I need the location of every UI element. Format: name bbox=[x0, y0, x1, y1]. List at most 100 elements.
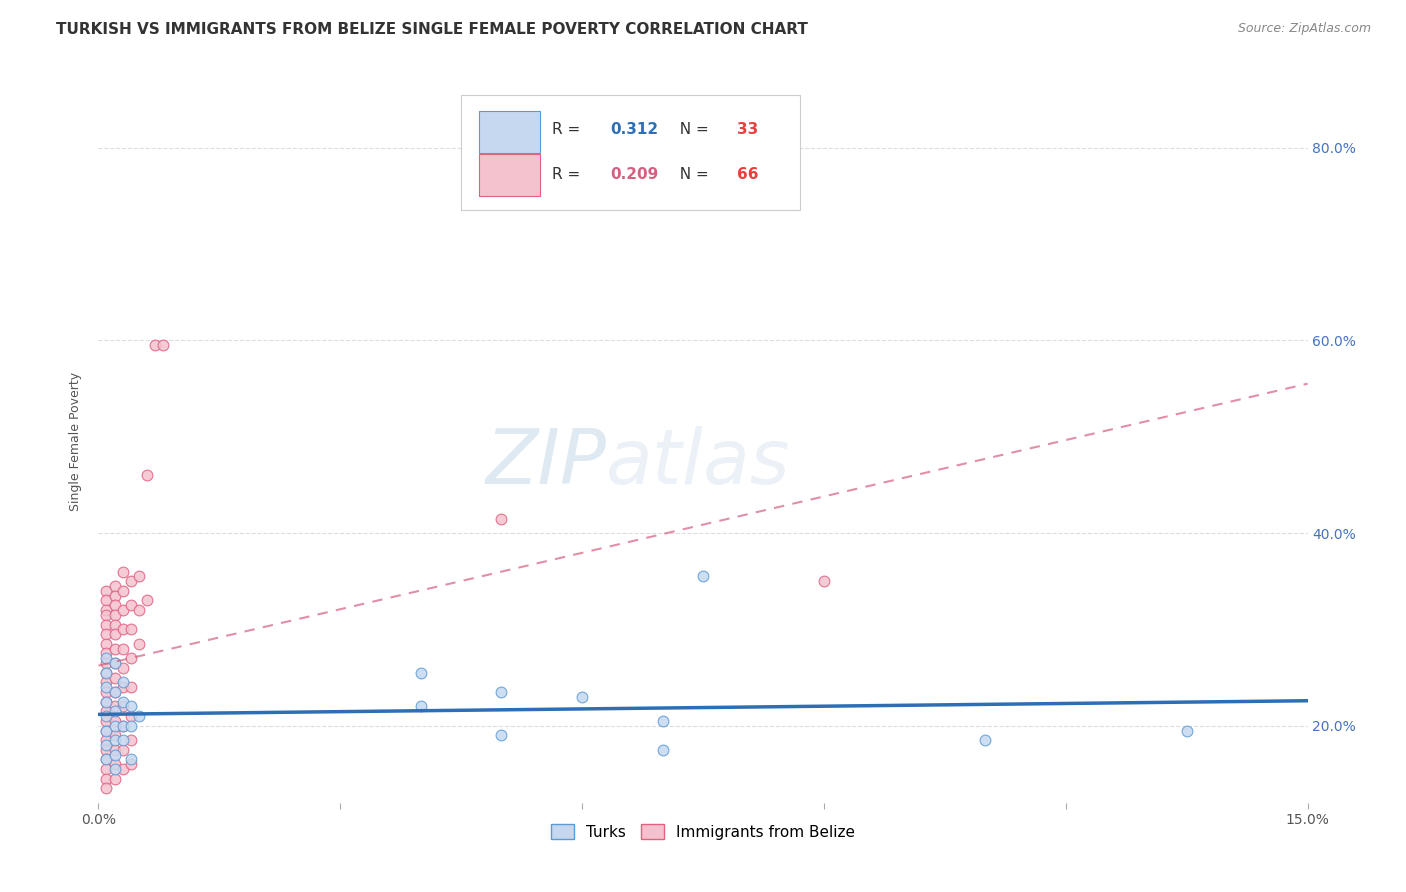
Point bbox=[120, 719, 142, 733]
Point bbox=[120, 651, 142, 665]
Point bbox=[120, 709, 142, 723]
Point bbox=[111, 565, 134, 579]
Point bbox=[111, 623, 134, 637]
Point bbox=[128, 637, 150, 651]
Point bbox=[128, 709, 150, 723]
Point bbox=[111, 675, 134, 690]
Point bbox=[813, 574, 835, 589]
Point bbox=[103, 627, 125, 641]
Text: R =: R = bbox=[551, 122, 585, 136]
Point bbox=[409, 665, 432, 680]
Point bbox=[96, 647, 118, 661]
Point bbox=[96, 695, 118, 709]
Point bbox=[651, 743, 673, 757]
Text: 0.312: 0.312 bbox=[610, 122, 658, 136]
Point bbox=[135, 468, 157, 483]
Point bbox=[111, 719, 134, 733]
Point bbox=[120, 623, 142, 637]
Point bbox=[96, 651, 118, 665]
Point bbox=[103, 607, 125, 622]
Point bbox=[111, 743, 134, 757]
Point bbox=[103, 728, 125, 742]
Point bbox=[111, 680, 134, 694]
Point bbox=[96, 709, 118, 723]
Text: ZIP: ZIP bbox=[485, 426, 606, 500]
Point bbox=[96, 704, 118, 718]
Point bbox=[120, 699, 142, 714]
Point bbox=[96, 675, 118, 690]
Point bbox=[120, 757, 142, 772]
Point bbox=[103, 617, 125, 632]
Point bbox=[103, 733, 125, 747]
Point bbox=[103, 772, 125, 786]
Point bbox=[128, 603, 150, 617]
Point bbox=[103, 641, 125, 656]
Point bbox=[491, 511, 513, 525]
Point bbox=[96, 607, 118, 622]
Point bbox=[96, 665, 118, 680]
Point bbox=[96, 637, 118, 651]
Point bbox=[111, 641, 134, 656]
Text: TURKISH VS IMMIGRANTS FROM BELIZE SINGLE FEMALE POVERTY CORRELATION CHART: TURKISH VS IMMIGRANTS FROM BELIZE SINGLE… bbox=[56, 22, 808, 37]
Point bbox=[111, 699, 134, 714]
Point bbox=[120, 752, 142, 766]
Point bbox=[152, 338, 174, 352]
Legend: Turks, Immigrants from Belize: Turks, Immigrants from Belize bbox=[544, 818, 862, 846]
Point bbox=[96, 738, 118, 752]
Point bbox=[128, 569, 150, 583]
Point bbox=[96, 593, 118, 607]
Point bbox=[103, 685, 125, 699]
Point bbox=[96, 781, 118, 796]
Point bbox=[96, 617, 118, 632]
Point bbox=[96, 762, 118, 776]
Point bbox=[96, 680, 118, 694]
FancyBboxPatch shape bbox=[479, 154, 540, 196]
Point bbox=[111, 719, 134, 733]
Point bbox=[103, 579, 125, 593]
Point bbox=[103, 671, 125, 685]
Point bbox=[103, 656, 125, 670]
Point bbox=[96, 772, 118, 786]
Point bbox=[96, 583, 118, 598]
Text: atlas: atlas bbox=[606, 426, 790, 500]
Point bbox=[96, 714, 118, 728]
Point bbox=[96, 656, 118, 670]
Point bbox=[409, 699, 432, 714]
Point bbox=[111, 583, 134, 598]
Point bbox=[103, 656, 125, 670]
Point bbox=[96, 665, 118, 680]
Y-axis label: Single Female Poverty: Single Female Poverty bbox=[69, 372, 83, 511]
Text: 0.209: 0.209 bbox=[610, 167, 658, 182]
Point bbox=[120, 574, 142, 589]
Point bbox=[111, 733, 134, 747]
Point bbox=[120, 680, 142, 694]
Point bbox=[491, 685, 513, 699]
Point bbox=[103, 743, 125, 757]
Point bbox=[96, 723, 118, 738]
Point bbox=[103, 685, 125, 699]
Point bbox=[111, 695, 134, 709]
Point bbox=[96, 752, 118, 766]
Point bbox=[96, 695, 118, 709]
Text: R =: R = bbox=[551, 167, 585, 182]
Text: 66: 66 bbox=[737, 167, 758, 182]
Text: 33: 33 bbox=[737, 122, 758, 136]
Point bbox=[103, 719, 125, 733]
Point bbox=[111, 762, 134, 776]
Point bbox=[96, 603, 118, 617]
Point bbox=[1175, 723, 1198, 738]
Point bbox=[111, 603, 134, 617]
Point bbox=[571, 690, 593, 704]
Point bbox=[103, 714, 125, 728]
Point bbox=[692, 569, 714, 583]
FancyBboxPatch shape bbox=[461, 95, 800, 211]
Point bbox=[103, 589, 125, 603]
Point bbox=[491, 728, 513, 742]
Text: Source: ZipAtlas.com: Source: ZipAtlas.com bbox=[1237, 22, 1371, 36]
Point bbox=[96, 723, 118, 738]
Point bbox=[103, 599, 125, 613]
Point bbox=[135, 593, 157, 607]
Point bbox=[96, 752, 118, 766]
Point bbox=[103, 757, 125, 772]
Point bbox=[103, 747, 125, 762]
